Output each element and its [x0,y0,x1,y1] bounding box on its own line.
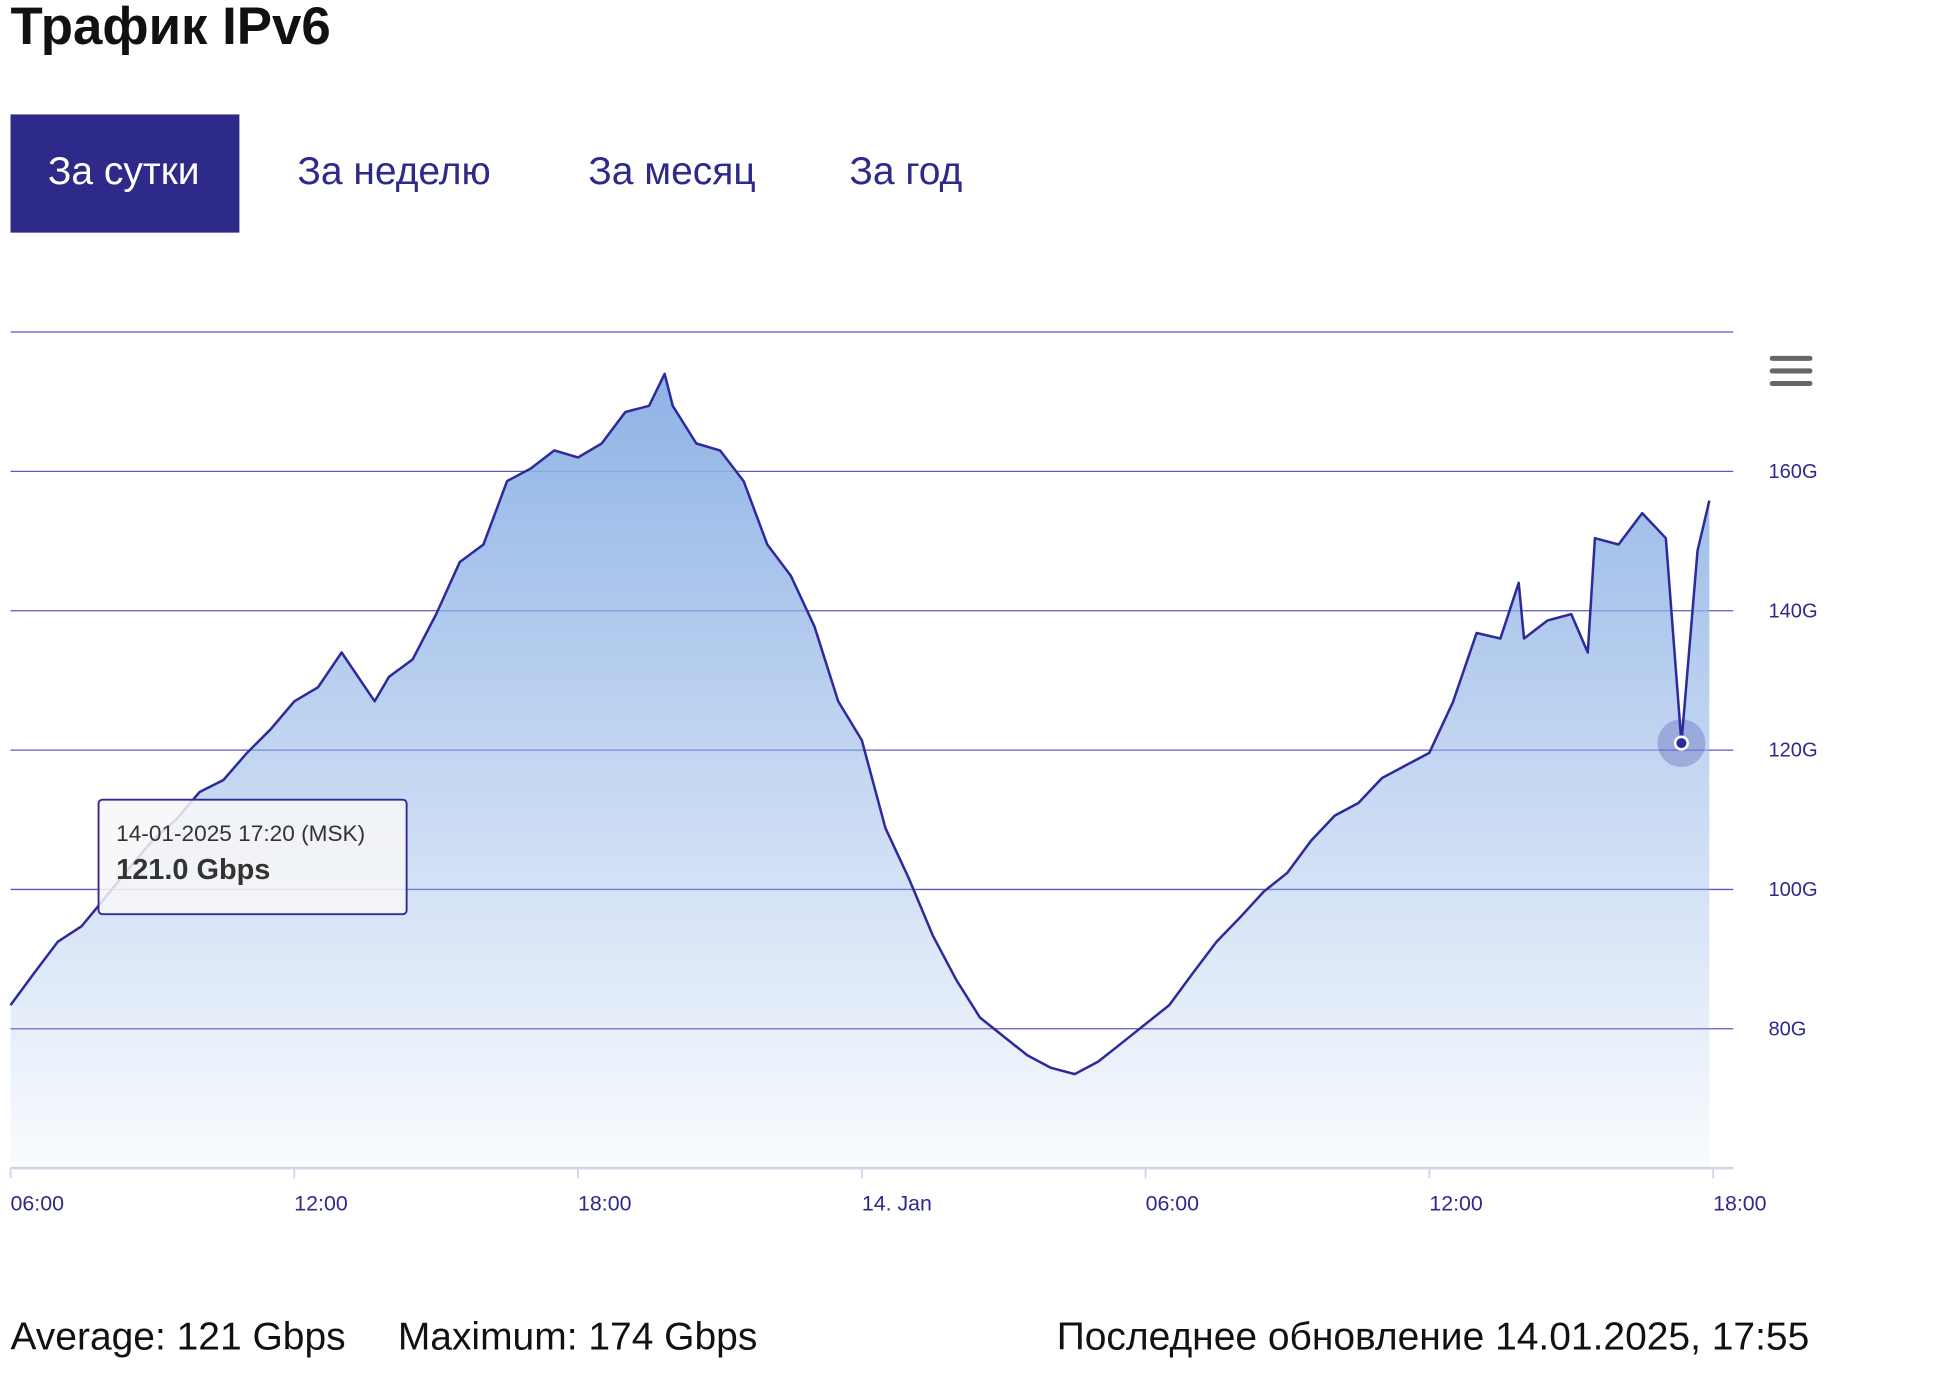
y-tick-label: 120G [1768,740,1817,762]
tooltip: 14-01-2025 17:20 (MSK) 121.0 Gbps [97,798,408,916]
menu-button[interactable] [1768,354,1814,388]
tab-label[interactable]: За месяц [588,150,755,193]
x-tick-label: 06:00 [11,1191,65,1215]
menu-bar [1769,368,1813,374]
area-fill [10,373,1710,1169]
tab-bar: За сутки За неделю За месяц За год [10,114,963,233]
y-tick-label: 100G [1768,879,1817,901]
y-tick-label: 160G [1768,461,1817,483]
x-tick-label: 18:00 [578,1191,632,1215]
hover-point [1673,735,1689,751]
tooltip-value: 121.0 Gbps [116,854,270,886]
tab[interactable]: За неделю [297,150,490,193]
tab[interactable]: За год [849,150,962,193]
tab-label[interactable]: За год [849,150,962,193]
x-tick-label: 12:00 [1429,1191,1483,1215]
tab-selected-bg[interactable] [10,114,240,233]
x-tick-label: 14. Jan [862,1191,932,1215]
x-tick-label: 06:00 [1146,1191,1200,1215]
tooltip-box [97,798,408,916]
y-tick-label: 140G [1768,600,1817,622]
average-text: Average: 121 Gbps [11,1315,346,1358]
chart: 80G 100G 120G 140G 160G 06:00 12:00 18:00 14. Ja… [9,372,1818,1215]
menu-bar [1769,381,1813,387]
y-tick-label: 80G [1768,1018,1806,1040]
tab[interactable]: За сутки [10,114,240,233]
x-tick-label: 12:00 [294,1191,348,1215]
menu-bar [1769,355,1813,361]
x-tick-label: 18:00 [1713,1191,1767,1215]
series-line [9,372,1711,1076]
page-title: Трафик IPv6 [11,0,331,56]
updated-text: Последнее обновление 14.01.2025, 17:55 [1057,1315,1810,1358]
tooltip-header: 14-01-2025 17:20 (MSK) [116,821,365,846]
maximum-text: Maximum: 174 Gbps [398,1315,758,1358]
tab-label[interactable]: За неделю [297,150,490,193]
tab-label[interactable]: За сутки [48,150,200,193]
tab[interactable]: За месяц [588,150,755,193]
